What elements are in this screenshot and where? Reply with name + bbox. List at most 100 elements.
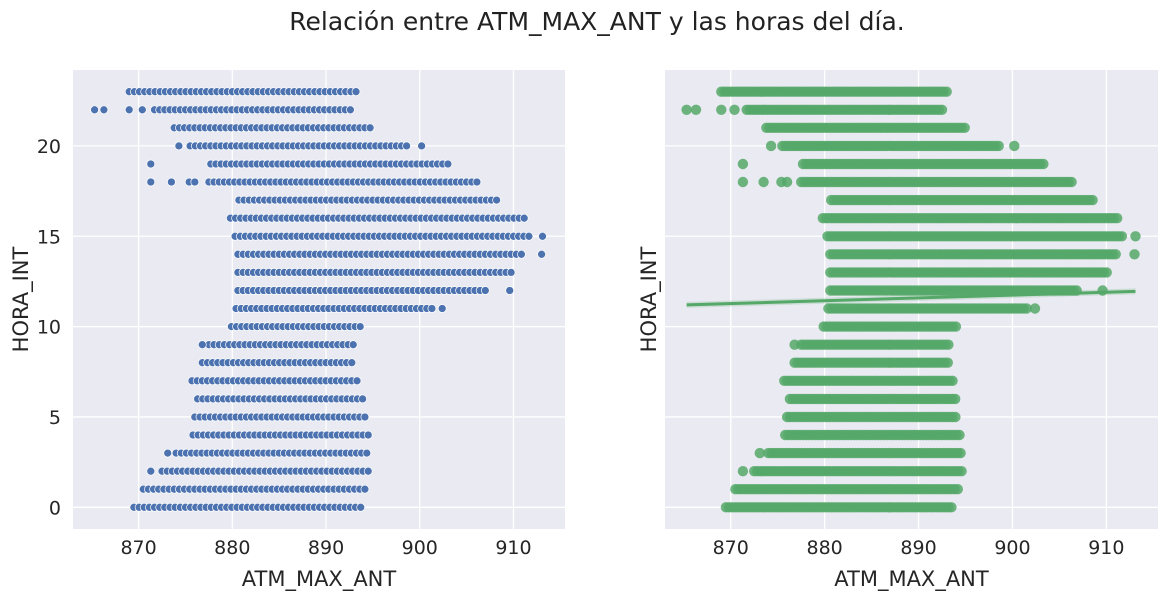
data-point <box>347 358 357 368</box>
x-tick-label: 910 <box>495 537 531 559</box>
data-point <box>1066 176 1077 188</box>
y-tick-label: 20 <box>37 136 61 158</box>
data-point <box>492 195 501 205</box>
data-point <box>950 321 962 332</box>
data-point <box>480 286 490 295</box>
data-point-isolated <box>146 466 156 476</box>
x-tick-label: 900 <box>994 537 1030 559</box>
data-point <box>942 357 953 368</box>
y-tick-label: 5 <box>49 407 61 429</box>
data-point <box>443 159 453 169</box>
data-point <box>955 447 966 459</box>
data-point-isolated <box>90 105 99 115</box>
x-tick-label: 880 <box>214 537 250 559</box>
y-axis-label: HORA_INT <box>9 246 34 352</box>
data-point-isolated <box>124 105 134 115</box>
data-point-isolated <box>765 140 777 152</box>
data-point <box>360 484 370 494</box>
data-point <box>941 86 952 97</box>
data-point-isolated <box>137 105 147 115</box>
data-point <box>946 502 957 513</box>
data-point <box>360 412 370 422</box>
x-axis-label: ATM_MAX_ANT <box>242 567 397 592</box>
data-point <box>352 376 362 386</box>
right-regplot-panel: 870 880 890 900 910 ATM_MAX_ANT HORA_INT <box>637 70 1158 592</box>
y-axis-label: HORA_INT <box>637 246 662 352</box>
data-point <box>1112 213 1123 224</box>
data-points <box>681 86 1141 513</box>
data-point-isolated <box>146 159 156 169</box>
data-point <box>524 231 534 241</box>
data-point <box>1116 231 1128 242</box>
data-point-isolated <box>146 177 156 187</box>
x-tick-label: 890 <box>308 537 344 559</box>
data-point <box>1038 158 1049 170</box>
regression-line <box>686 289 1136 307</box>
left-scatter-panel: 870 880 890 900 910 0 5 10 15 20 ATM_MAX_ANT HORA_I… <box>9 70 565 592</box>
data-point <box>517 249 526 259</box>
data-point-isolated <box>681 104 692 116</box>
data-point-isolated <box>167 177 176 187</box>
data-point <box>363 466 373 476</box>
data-point <box>355 322 365 331</box>
data-point <box>954 429 965 441</box>
y-tick-label: 10 <box>37 317 61 339</box>
data-point-isolated <box>690 104 702 116</box>
data-point <box>952 484 963 495</box>
data-point <box>348 340 358 350</box>
data-point <box>351 87 361 97</box>
data-point <box>943 339 954 350</box>
x-tick-label: 870 <box>713 537 749 559</box>
data-point-isolated <box>716 104 727 116</box>
data-point <box>959 122 970 133</box>
data-point <box>363 430 373 440</box>
x-tick-label: 900 <box>402 537 438 559</box>
data-point-isolated <box>163 448 173 458</box>
data-point-isolated <box>437 304 447 313</box>
y-tick-label: 15 <box>37 226 61 248</box>
data-point-isolated <box>1029 303 1041 314</box>
data-point-isolated <box>1129 249 1140 260</box>
data-point-isolated <box>737 158 749 170</box>
x-axis-label: ATM_MAX_ANT <box>834 567 989 592</box>
data-point-isolated <box>505 286 515 295</box>
x-tick-label: 880 <box>807 537 843 559</box>
data-point <box>1110 249 1121 260</box>
data-point-isolated <box>190 177 200 187</box>
plot-area <box>73 70 565 529</box>
data-point-isolated <box>758 176 769 188</box>
data-point <box>402 141 411 151</box>
data-point <box>358 394 367 404</box>
data-point-isolated <box>789 339 800 350</box>
data-point-isolated <box>781 176 793 188</box>
data-point <box>362 448 372 458</box>
data-point <box>519 213 529 223</box>
data-point <box>1101 267 1112 278</box>
x-tick-label: 870 <box>120 537 156 559</box>
data-point <box>950 393 961 405</box>
data-point-isolated <box>417 141 426 151</box>
data-point <box>1087 194 1098 206</box>
y-tick-label: 0 <box>49 497 61 519</box>
x-tick-label: 910 <box>1088 537 1124 559</box>
data-point <box>1021 303 1032 314</box>
data-point-isolated <box>197 340 207 350</box>
data-point <box>346 105 355 115</box>
data-point-isolated <box>754 447 765 459</box>
figure-title: Relación entre ATM_MAX_ANT y las horas d… <box>289 7 905 36</box>
data-point <box>506 268 516 277</box>
data-point-isolated <box>737 466 749 477</box>
data-point-isolated <box>99 105 109 115</box>
data-point <box>427 304 437 313</box>
data-point-isolated <box>737 176 749 188</box>
data-points <box>90 87 547 512</box>
data-point <box>472 177 482 187</box>
data-point-isolated <box>174 141 184 151</box>
data-point <box>950 411 961 423</box>
data-point <box>947 375 958 386</box>
data-point-isolated <box>1009 140 1020 152</box>
data-point <box>993 140 1004 152</box>
x-tick-label: 890 <box>900 537 936 559</box>
data-point <box>356 502 366 512</box>
